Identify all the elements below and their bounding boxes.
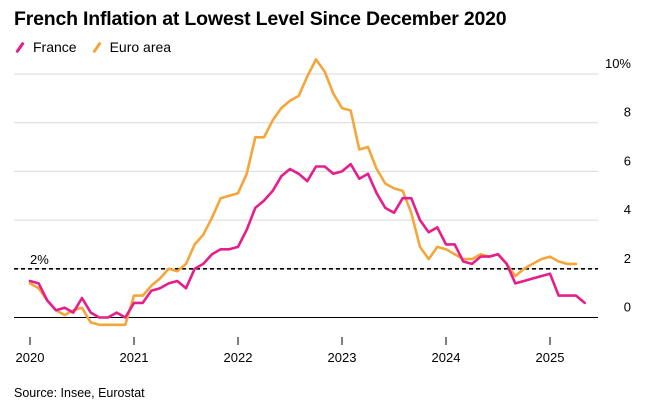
x-tick-label: 2020 [16,350,45,365]
y-tick-label: 4 [624,202,631,217]
y-tick-label: 10% [605,56,631,71]
series-line-euro-area [28,58,578,327]
source-note: Source: Insee, Eurostat [14,386,145,400]
y-tick-label: 6 [624,153,631,168]
y-tick-label: 0 [624,300,631,315]
chart-legend: France Euro area [14,39,185,55]
chart-title: French Inflation at Lowest Level Since D… [14,8,507,30]
x-tick-label: 2022 [224,350,253,365]
series-line-france [28,162,587,319]
legend-label-france: France [33,39,77,55]
x-tick-label: 2024 [432,350,461,365]
legend-item-euro-area: Euro area [91,39,171,55]
y-tick-label: 8 [624,105,631,120]
y-tick-label: 2 [624,251,631,266]
reference-line-label: 2% [30,252,49,267]
x-tick-label: 2023 [328,350,357,365]
x-tick-label: 2025 [536,350,565,365]
legend-item-france: France [14,39,77,55]
legend-label-euro-area: Euro area [109,39,172,55]
x-tick-label: 2021 [120,350,149,365]
